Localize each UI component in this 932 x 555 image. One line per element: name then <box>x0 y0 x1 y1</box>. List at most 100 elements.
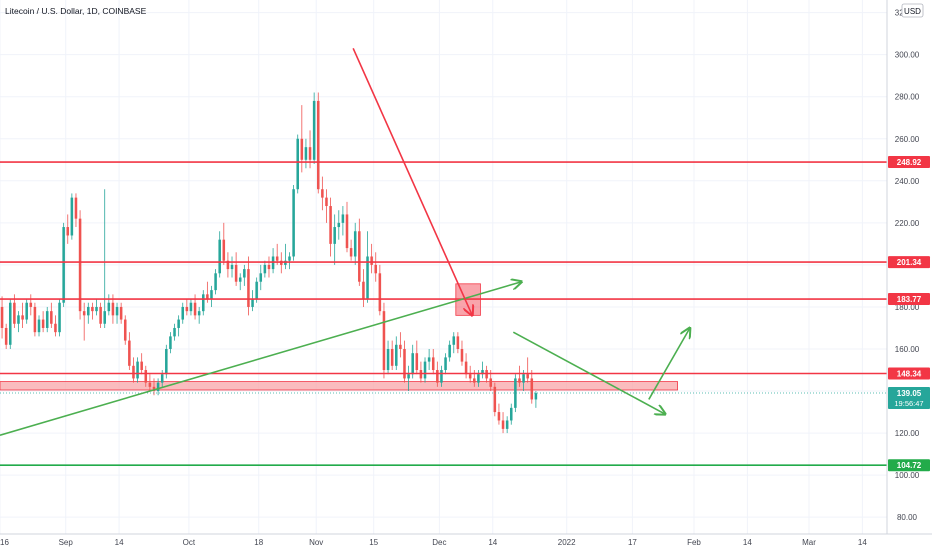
candle-body <box>345 214 349 249</box>
candle-body <box>399 344 402 349</box>
candle-body <box>160 374 164 383</box>
candle-body <box>111 302 115 316</box>
candle-body <box>214 273 217 291</box>
candle-body <box>115 306 119 316</box>
candle-body <box>128 340 131 366</box>
candle-body <box>255 281 258 299</box>
candle-body <box>173 327 176 337</box>
candle-body <box>33 306 37 333</box>
candle-body <box>374 264 378 274</box>
candle-body <box>308 147 312 160</box>
candle-body <box>497 412 501 421</box>
candle-body <box>74 197 78 219</box>
candle-body <box>329 206 332 244</box>
time-tick-label: Nov <box>309 538 323 547</box>
trend-drawings <box>0 48 690 436</box>
price-axis-background[interactable] <box>887 0 932 550</box>
candle-body <box>25 302 28 320</box>
candle-body <box>4 327 8 345</box>
candle-body <box>87 306 90 316</box>
candle-body <box>58 302 61 333</box>
candle-body <box>473 378 476 383</box>
currency-badge-box[interactable] <box>901 3 924 18</box>
candle-body <box>526 374 529 379</box>
currency-badge[interactable]: USD <box>904 7 921 16</box>
candle-body <box>518 378 521 383</box>
candle-body <box>17 315 20 324</box>
last-price-label: 139.05 <box>897 389 922 398</box>
trend-line <box>512 331 665 414</box>
candle-body <box>464 361 468 375</box>
candle-body <box>197 311 201 316</box>
time-tick-label: 14 <box>858 538 867 547</box>
price-tick-label: 260.00 <box>895 135 920 144</box>
candle-body <box>312 100 316 160</box>
candle-body <box>296 138 299 190</box>
candle-body <box>21 315 24 320</box>
time-tick-label: 18 <box>254 538 263 547</box>
time-tick-label: Dec <box>432 538 446 547</box>
level-labels: 248.92 201.34 183.77 148.34 104.72 139.0519:5… <box>888 156 930 472</box>
candle-body <box>530 378 534 400</box>
candle-body <box>0 306 4 328</box>
candle-body <box>489 378 492 387</box>
candle-body <box>82 311 86 316</box>
candle-body <box>107 302 111 312</box>
candle-body <box>206 294 209 299</box>
candle-body <box>514 378 517 408</box>
candle-body <box>123 319 127 341</box>
candle-body <box>292 189 295 257</box>
candle-body <box>8 302 12 345</box>
candle-body <box>444 357 447 371</box>
price-tick-label: 160.00 <box>895 345 920 354</box>
time-tick-label: 16 <box>0 538 9 547</box>
candle-body <box>456 336 460 349</box>
candle-body <box>243 269 246 278</box>
price-tick-label: 240.00 <box>895 177 920 186</box>
level-label-box <box>888 156 930 169</box>
candle-body <box>185 306 189 312</box>
time-tick-label: 14 <box>743 538 752 547</box>
candle-body <box>304 147 308 160</box>
candle-body <box>362 281 365 299</box>
level-label: 201.34 <box>897 258 922 267</box>
grid <box>0 0 887 534</box>
candle-body <box>45 311 49 328</box>
candle-body <box>78 218 82 312</box>
candle-body <box>119 306 123 320</box>
candle-body <box>50 311 53 324</box>
candle-body <box>247 269 250 307</box>
candle-body <box>341 214 345 223</box>
candle-body <box>62 227 65 303</box>
candle-body <box>370 256 373 265</box>
level-label-box <box>888 256 930 269</box>
price-tick-label: 180.00 <box>895 303 920 312</box>
candle-body <box>403 348 406 379</box>
time-axis-background[interactable] <box>0 534 887 550</box>
candle-body <box>259 273 263 282</box>
candle-body <box>390 348 394 366</box>
level-label-box <box>888 293 930 306</box>
candle-body <box>468 374 472 379</box>
price-tick-label: 100.00 <box>895 471 920 480</box>
candle-body <box>382 311 386 371</box>
candle-body <box>103 311 106 324</box>
candle-body <box>152 386 156 392</box>
candle-body <box>493 386 497 413</box>
candle-body <box>460 348 464 362</box>
candle-body <box>66 227 70 236</box>
candle-body <box>148 382 152 387</box>
time-tick-label: Mar <box>802 538 816 547</box>
price-tick-label: 120.00 <box>895 429 920 438</box>
candle-body <box>386 348 390 371</box>
candle-body <box>91 306 94 312</box>
level-label-box <box>888 367 930 380</box>
candle-body <box>201 294 205 312</box>
candle-body <box>132 365 135 379</box>
candle-body <box>275 256 279 261</box>
time-tick-label: 14 <box>115 538 124 547</box>
candle-body <box>448 344 451 358</box>
candle-body <box>337 222 341 228</box>
candles <box>0 92 887 434</box>
